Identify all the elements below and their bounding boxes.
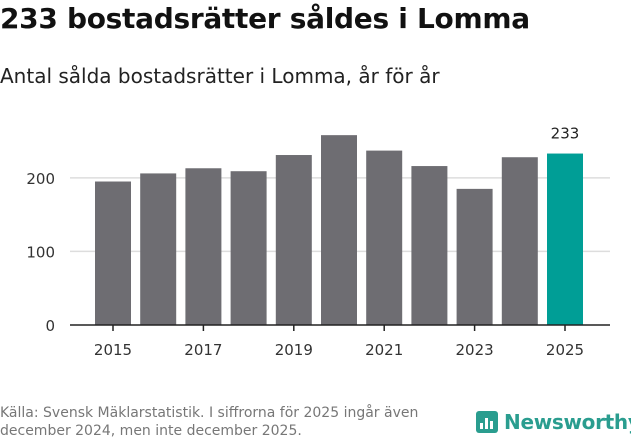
data-label-highlight: 233 [551,125,580,143]
labels: 0 100 200 2015 2017 2019 2021 2023 2025 233 [26,125,584,359]
axes [70,324,610,331]
bar-2021 [366,150,403,325]
newsworthy-logo-icon [476,411,498,433]
bar-2023 [456,188,493,325]
newsworthy-logo-text: Newsworthy [504,410,631,434]
bars [95,135,583,325]
bar-2017 [185,168,222,325]
newsworthy-logo: Newsworthy [476,408,631,436]
chart-subtitle: Antal sålda bostadsrätter i Lomma, år fö… [0,64,440,88]
x-tick-label: 2025 [546,341,584,359]
y-tick-label: 100 [26,243,55,261]
bar-2019 [275,155,312,325]
x-tick-label: 2023 [456,341,494,359]
y-tick-label: 0 [45,317,55,335]
y-tick-label: 200 [26,170,55,188]
x-tick-label: 2021 [365,341,403,359]
bar-2016 [140,173,177,325]
chart-title: 233 bostadsrätter såldes i Lomma [0,2,530,35]
bar-2022 [411,166,448,325]
bar-2024 [501,157,538,325]
bar-chart: 0 100 200 2015 2017 2019 2021 2023 2025 233 [26,125,610,359]
bar-2015 [95,181,131,325]
bar-2018 [230,171,267,325]
source-note: Källa: Svensk Mäklarstatistik. I siffror… [0,405,419,439]
x-tick-label: 2019 [275,341,313,359]
bar-2020 [321,135,357,325]
x-tick-label: 2015 [94,341,132,359]
bar-2025 [547,153,583,325]
x-tick-label: 2017 [184,341,222,359]
